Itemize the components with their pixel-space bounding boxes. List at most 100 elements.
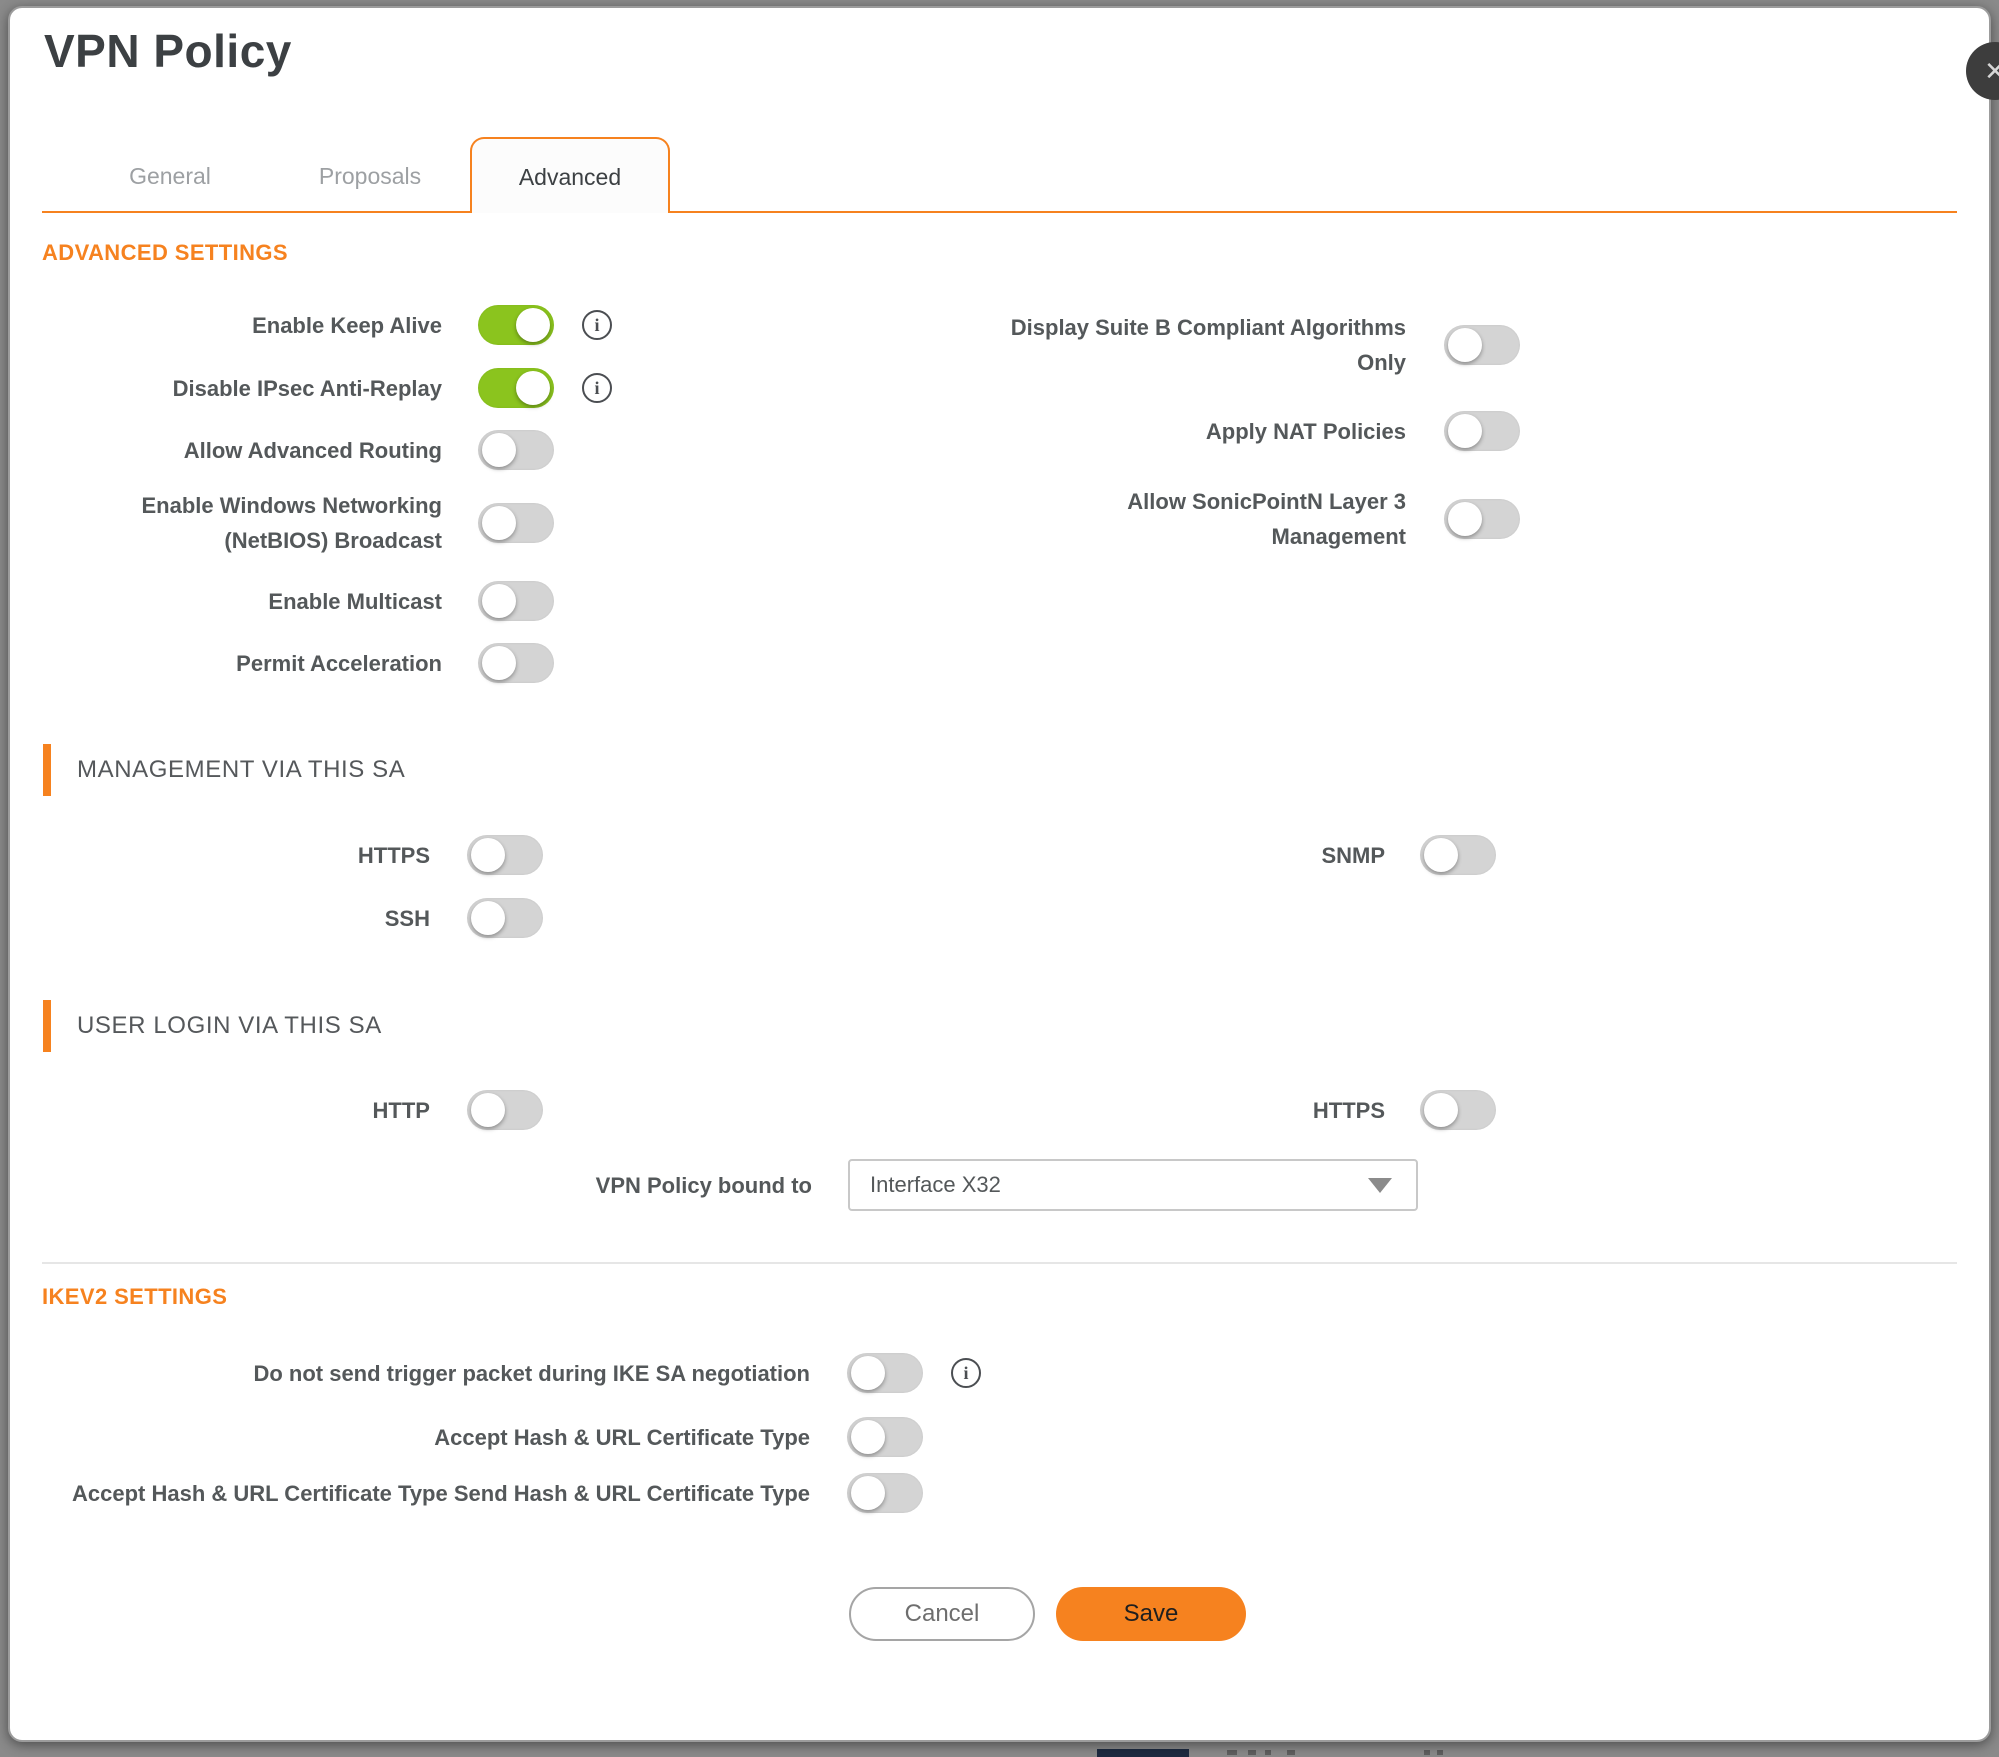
sonicpointn-layer3-toggle[interactable] [1444, 499, 1520, 539]
setting-row: Enable Windows Networking (NetBIOS) Broa… [42, 488, 554, 558]
background-page-fragment [1424, 1750, 1430, 1755]
toggle-knob [1448, 328, 1482, 362]
setting-label: Accept Hash & URL Certificate Type Send … [72, 1480, 810, 1506]
management-ssh-toggle[interactable] [467, 898, 543, 938]
section-divider [42, 1262, 1957, 1264]
suite-b-compliant-toggle[interactable] [1444, 325, 1520, 365]
toggle-knob [482, 433, 516, 467]
setting-row: SNMP [985, 835, 1496, 875]
toggle-knob [1424, 1093, 1458, 1127]
no-trigger-packet-toggle[interactable] [847, 1353, 923, 1393]
toggle-knob [482, 584, 516, 618]
enable-keep-alive-toggle[interactable] [478, 305, 554, 345]
section-accent-bar [43, 1000, 51, 1052]
background-page-fragment [1248, 1750, 1256, 1755]
vpn-policy-bound-to-select[interactable]: Interface X32 [848, 1159, 1418, 1211]
setting-row: Display Suite B Compliant Algorithms Onl… [1000, 310, 1520, 380]
cancel-button[interactable]: Cancel [849, 1587, 1035, 1641]
vpn-policy-bound-row: VPN Policy bound to Interface X32 [42, 1159, 1418, 1211]
setting-row: SSH [42, 898, 543, 938]
setting-label: Do not send trigger packet during IKE SA… [253, 1360, 810, 1386]
setting-label: SSH [384, 905, 430, 931]
user-login-https-toggle[interactable] [1420, 1090, 1496, 1130]
toggle-knob [471, 1093, 505, 1127]
toggle-knob [1424, 838, 1458, 872]
setting-label: Enable Keep Alive [252, 312, 442, 338]
setting-label: HTTPS [357, 842, 430, 868]
bound-to-label: VPN Policy bound to [595, 1172, 812, 1198]
setting-row: HTTP [42, 1090, 543, 1130]
toggle-knob [1448, 502, 1482, 536]
chevron-down-icon [1368, 1177, 1392, 1193]
permit-acceleration-toggle[interactable] [478, 643, 554, 683]
background-page-fragment [1437, 1750, 1443, 1755]
user-login-http-toggle[interactable] [467, 1090, 543, 1130]
setting-label: SNMP [1321, 842, 1385, 868]
info-icon[interactable]: i [582, 310, 612, 340]
toggle-knob [482, 646, 516, 680]
setting-row: HTTPS [42, 835, 543, 875]
management-https-toggle[interactable] [467, 835, 543, 875]
setting-label: Display Suite B Compliant Algorithms Onl… [1010, 315, 1406, 375]
toggle-knob [516, 308, 550, 342]
selected-interface: Interface X32 [870, 1172, 1001, 1197]
toggle-knob [482, 506, 516, 540]
section-title: USER LOGIN VIA THIS SA [77, 1012, 382, 1039]
setting-row: Accept Hash & URL Certificate Type [42, 1417, 923, 1457]
info-icon[interactable]: i [582, 373, 612, 403]
setting-label: Enable Windows Networking (NetBIOS) Broa… [141, 493, 443, 553]
setting-label: Allow Advanced Routing [183, 437, 442, 463]
setting-label: Accept Hash & URL Certificate Type [434, 1424, 810, 1450]
background-page-fragment [1097, 1749, 1189, 1757]
setting-row: Allow SonicPointN Layer 3 Management [1000, 484, 1520, 554]
toggle-knob [851, 1420, 885, 1454]
accept-send-hash-url-cert-toggle[interactable] [847, 1473, 923, 1513]
tab-bar: General Proposals Advanced [42, 137, 1957, 213]
section-accent-bar [43, 744, 51, 796]
background-page-fragment [1287, 1750, 1295, 1755]
setting-label: Enable Multicast [268, 588, 442, 614]
tab-proposals[interactable]: Proposals [318, 163, 422, 189]
toggle-knob [1448, 414, 1482, 448]
netbios-broadcast-toggle[interactable] [478, 503, 554, 543]
info-icon[interactable]: i [951, 1358, 981, 1388]
toggle-knob [851, 1356, 885, 1390]
toggle-knob [471, 901, 505, 935]
tab-general[interactable]: General [129, 163, 211, 189]
setting-row: HTTPS [985, 1090, 1496, 1130]
setting-row: Apply NAT Policies [1000, 411, 1520, 451]
setting-label: Apply NAT Policies [1205, 418, 1406, 444]
tab-advanced[interactable]: Advanced [470, 137, 670, 213]
setting-row: Allow Advanced Routing [42, 430, 554, 470]
advanced-settings-heading: ADVANCED SETTINGS [42, 240, 288, 265]
background-page-fragment [1227, 1750, 1237, 1755]
setting-row: Accept Hash & URL Certificate Type Send … [42, 1473, 923, 1513]
ikev2-settings-heading: IKEV2 SETTINGS [42, 1284, 228, 1309]
disable-ipsec-anti-replay-toggle[interactable] [478, 368, 554, 408]
toggle-knob [516, 371, 550, 405]
setting-row: Permit Acceleration [42, 643, 554, 683]
apply-nat-policies-toggle[interactable] [1444, 411, 1520, 451]
user-login-section-header: USER LOGIN VIA THIS SA [43, 1000, 382, 1052]
setting-row: Disable IPsec Anti-Replay i [42, 368, 612, 408]
section-title: MANAGEMENT VIA THIS SA [77, 756, 406, 783]
setting-row: Do not send trigger packet during IKE SA… [42, 1353, 981, 1393]
enable-multicast-toggle[interactable] [478, 581, 554, 621]
setting-row: Enable Keep Alive i [42, 305, 612, 345]
management-snmp-toggle[interactable] [1420, 835, 1496, 875]
setting-label: Disable IPsec Anti-Replay [172, 375, 442, 401]
management-section-header: MANAGEMENT VIA THIS SA [43, 744, 405, 796]
toggle-knob [851, 1476, 885, 1510]
setting-label: HTTP [372, 1097, 430, 1123]
toggle-knob [471, 838, 505, 872]
background-page-fragment [1265, 1750, 1271, 1755]
accept-hash-url-cert-toggle[interactable] [847, 1417, 923, 1457]
setting-label: Allow SonicPointN Layer 3 Management [1127, 489, 1406, 549]
setting-label: HTTPS [1312, 1097, 1385, 1123]
setting-label: Permit Acceleration [236, 650, 442, 676]
page-title: VPN Policy [44, 25, 292, 77]
allow-advanced-routing-toggle[interactable] [478, 430, 554, 470]
vpn-policy-dialog [8, 6, 1991, 1742]
save-button[interactable]: Save [1056, 1587, 1246, 1641]
setting-row: Enable Multicast [42, 581, 554, 621]
